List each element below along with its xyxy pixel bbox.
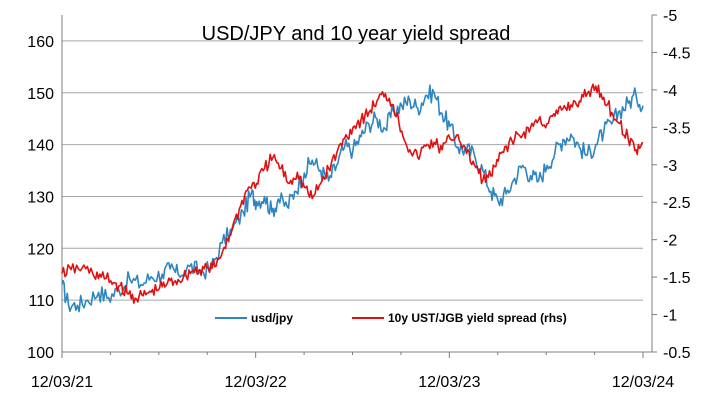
- x-tick-label: 12/03/23: [418, 374, 480, 391]
- y-left-tick-label: 120: [27, 241, 54, 258]
- series-lines: [61, 83, 644, 313]
- y-right-tick-label: -0.5: [663, 345, 691, 362]
- axes: 100 110 120 130 140 150 160 -0.5 -1 -1.5 -2 -2.5 -3 -…: [27, 8, 690, 391]
- y-right-tick-label: -5: [663, 8, 677, 25]
- series-line-yield-spread: [61, 83, 644, 304]
- x-tick-label: 12/03/22: [225, 374, 287, 391]
- x-tick-label: 12/03/24: [612, 374, 674, 391]
- y-right-tick-label: -1.5: [663, 270, 691, 287]
- x-tick-label: 12/03/21: [31, 374, 93, 391]
- gridlines: [62, 40, 643, 301]
- y-left-tick-label: 130: [27, 189, 54, 206]
- legend: usd/jpy 10y UST/JGB yield spread (rhs): [215, 311, 567, 325]
- legend-label: 10y UST/JGB yield spread (rhs): [388, 311, 567, 325]
- series-line-usdjpy: [61, 84, 644, 313]
- y-left-tick-label: 150: [27, 86, 54, 103]
- y-right-tick-label: -2: [663, 233, 677, 250]
- y-right-tick-label: -3: [663, 158, 677, 175]
- y-right-tick-label: -4.5: [663, 45, 691, 62]
- y-left-tick-label: 100: [27, 345, 54, 362]
- y-right-tick-label: -2.5: [663, 195, 691, 212]
- y-right-tick-label: -3.5: [663, 120, 691, 137]
- y-left-tick-label: 160: [27, 34, 54, 51]
- y-left-tick-label: 110: [28, 293, 54, 310]
- y-right-tick-label: -1: [663, 308, 677, 325]
- y-left-tick-label: 140: [27, 138, 54, 155]
- y-right-tick-label: -4: [663, 83, 677, 100]
- chart-title: USD/JPY and 10 year yield spread: [202, 23, 511, 45]
- legend-label: usd/jpy: [251, 311, 293, 325]
